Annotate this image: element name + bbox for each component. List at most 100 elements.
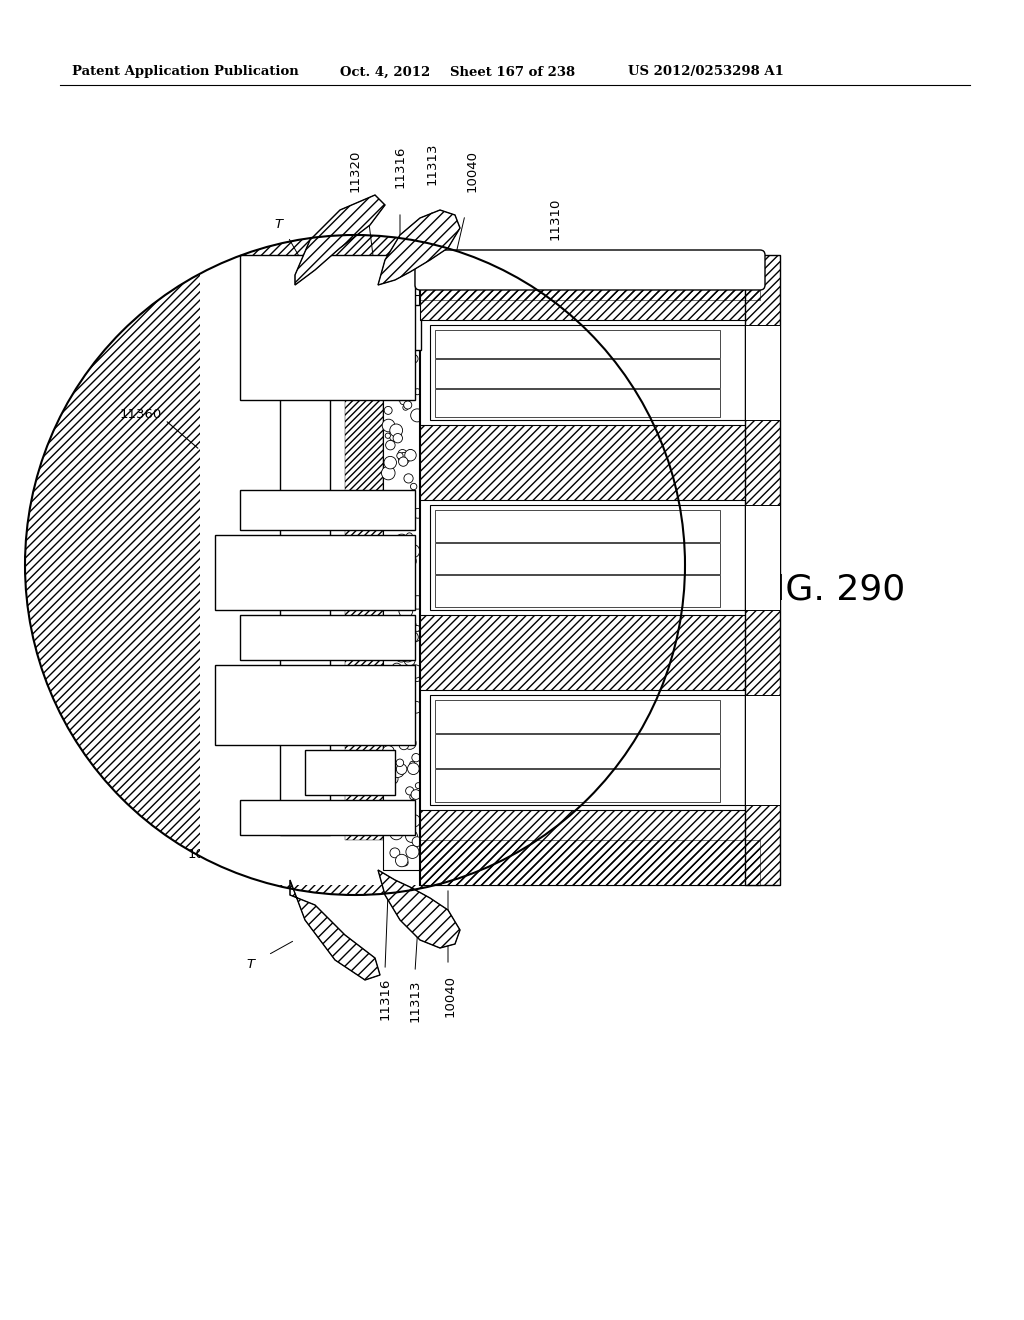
Circle shape <box>394 388 407 401</box>
Circle shape <box>390 847 399 858</box>
Circle shape <box>400 313 406 318</box>
Circle shape <box>411 409 424 422</box>
Circle shape <box>387 820 394 826</box>
Circle shape <box>403 737 416 750</box>
Circle shape <box>399 594 404 599</box>
Circle shape <box>385 715 390 719</box>
Circle shape <box>398 301 404 308</box>
Circle shape <box>386 441 395 450</box>
Circle shape <box>410 762 415 767</box>
Circle shape <box>402 805 409 810</box>
Text: 10040: 10040 <box>443 975 457 1016</box>
Circle shape <box>25 235 685 895</box>
Circle shape <box>394 345 406 356</box>
Bar <box>420 255 760 319</box>
Bar <box>420 840 760 884</box>
Circle shape <box>389 429 401 441</box>
Bar <box>435 330 720 358</box>
Circle shape <box>403 401 412 409</box>
Circle shape <box>407 500 415 508</box>
Circle shape <box>404 378 413 385</box>
Text: 11316: 11316 <box>393 145 407 187</box>
Circle shape <box>391 315 396 321</box>
Circle shape <box>403 554 417 568</box>
Bar <box>745 506 780 610</box>
Circle shape <box>396 378 407 388</box>
Circle shape <box>409 665 422 678</box>
Circle shape <box>411 595 424 609</box>
Circle shape <box>402 820 413 830</box>
Circle shape <box>383 335 389 342</box>
Bar <box>435 700 720 734</box>
Circle shape <box>381 682 391 693</box>
Polygon shape <box>378 210 460 285</box>
Circle shape <box>406 787 414 795</box>
Bar <box>435 734 720 768</box>
Bar <box>430 325 745 420</box>
Bar <box>345 300 383 840</box>
Bar <box>435 359 720 388</box>
Bar <box>200 255 420 884</box>
Circle shape <box>393 675 407 688</box>
Circle shape <box>407 544 420 558</box>
Circle shape <box>395 651 408 663</box>
Circle shape <box>389 308 396 315</box>
Text: T: T <box>246 958 254 972</box>
Circle shape <box>398 312 410 322</box>
Circle shape <box>384 499 394 508</box>
Circle shape <box>414 626 420 631</box>
Text: 10030: 10030 <box>218 619 260 631</box>
Bar <box>345 300 383 840</box>
Circle shape <box>388 722 395 730</box>
Circle shape <box>392 663 401 673</box>
Bar <box>420 810 760 884</box>
Text: Patent Application Publication: Patent Application Publication <box>72 66 299 78</box>
Bar <box>240 490 415 531</box>
Circle shape <box>415 388 421 395</box>
Bar <box>280 305 330 836</box>
Text: Oct. 4, 2012: Oct. 4, 2012 <box>340 66 430 78</box>
Bar <box>383 294 422 870</box>
Circle shape <box>389 383 403 396</box>
Polygon shape <box>378 870 460 948</box>
Circle shape <box>396 759 403 767</box>
Circle shape <box>395 548 408 561</box>
Bar <box>240 800 415 836</box>
Circle shape <box>401 388 415 401</box>
Circle shape <box>403 589 415 601</box>
Circle shape <box>404 450 416 461</box>
Circle shape <box>401 859 409 866</box>
Circle shape <box>394 730 408 743</box>
Circle shape <box>382 420 395 432</box>
Circle shape <box>390 424 402 437</box>
Circle shape <box>396 764 407 775</box>
Bar <box>745 696 780 805</box>
Bar <box>430 506 745 610</box>
Circle shape <box>399 397 407 405</box>
Circle shape <box>412 671 422 681</box>
Circle shape <box>403 474 413 483</box>
Circle shape <box>404 655 415 665</box>
Circle shape <box>393 433 402 444</box>
Circle shape <box>393 810 403 820</box>
Bar <box>305 750 395 795</box>
Bar <box>420 425 760 500</box>
Circle shape <box>404 813 410 818</box>
Circle shape <box>402 405 409 411</box>
Circle shape <box>383 746 394 758</box>
Circle shape <box>408 450 414 455</box>
Circle shape <box>399 581 404 586</box>
Circle shape <box>408 632 418 643</box>
Text: 10040: 10040 <box>466 150 478 191</box>
Bar <box>420 255 760 300</box>
Circle shape <box>389 495 398 504</box>
Circle shape <box>411 789 421 800</box>
Circle shape <box>391 764 404 777</box>
Circle shape <box>392 511 402 520</box>
Circle shape <box>388 774 398 784</box>
Circle shape <box>398 457 408 466</box>
Circle shape <box>399 741 409 750</box>
Bar <box>745 255 780 884</box>
Circle shape <box>385 433 390 438</box>
Bar <box>435 510 720 541</box>
